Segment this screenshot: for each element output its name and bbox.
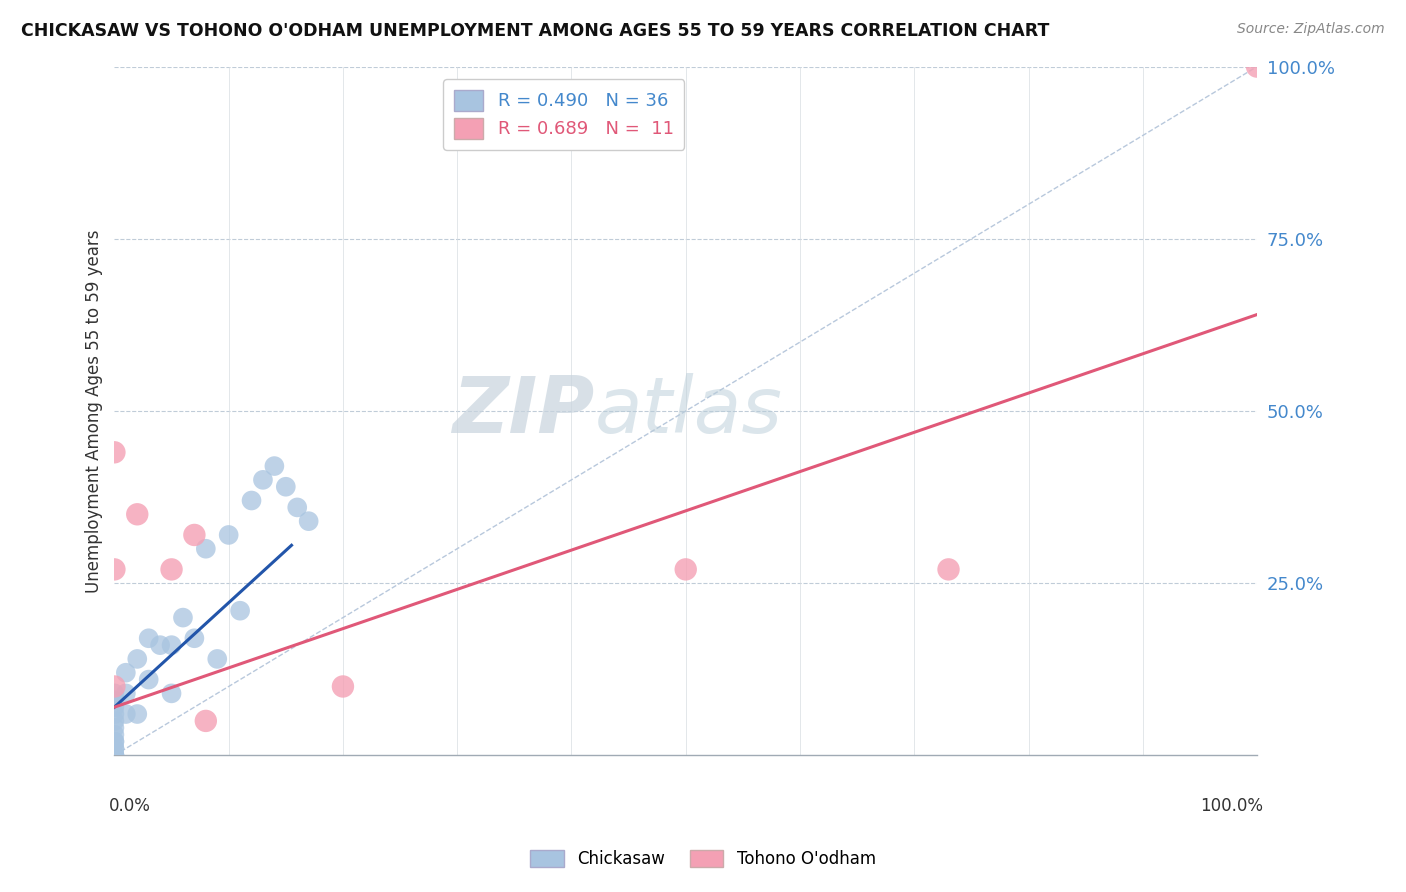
Point xyxy=(218,528,240,542)
Point xyxy=(149,638,172,652)
Point xyxy=(675,562,697,576)
Point xyxy=(332,680,354,694)
Point xyxy=(160,638,183,652)
Point xyxy=(194,541,217,556)
Point xyxy=(172,610,194,624)
Point xyxy=(160,562,183,576)
Legend: R = 0.490   N = 36, R = 0.689   N =  11: R = 0.490 N = 36, R = 0.689 N = 11 xyxy=(443,79,685,150)
Point xyxy=(103,748,125,763)
Point xyxy=(103,748,125,763)
Point xyxy=(115,706,138,721)
Text: 100.0%: 100.0% xyxy=(1199,797,1263,814)
Point xyxy=(127,652,149,666)
Point xyxy=(183,632,205,646)
Point xyxy=(127,706,149,721)
Point xyxy=(115,686,138,700)
Point xyxy=(240,493,263,508)
Point xyxy=(938,562,960,576)
Point xyxy=(207,652,229,666)
Point xyxy=(103,714,125,728)
Point xyxy=(103,734,125,748)
Point xyxy=(103,721,125,735)
Point xyxy=(263,459,285,474)
Point xyxy=(1246,60,1268,74)
Point xyxy=(138,632,160,646)
Point xyxy=(285,500,308,515)
Point xyxy=(103,445,125,459)
Point xyxy=(252,473,274,487)
Point xyxy=(103,562,125,576)
Point xyxy=(274,480,297,494)
Point xyxy=(103,693,125,707)
Text: ZIP: ZIP xyxy=(453,373,595,449)
Point xyxy=(103,741,125,756)
Point xyxy=(127,508,149,522)
Point xyxy=(138,673,160,687)
Point xyxy=(229,604,252,618)
Point xyxy=(183,528,205,542)
Text: 0.0%: 0.0% xyxy=(108,797,150,814)
Legend: Chickasaw, Tohono O'odham: Chickasaw, Tohono O'odham xyxy=(523,843,883,875)
Point xyxy=(160,686,183,700)
Point xyxy=(103,686,125,700)
Point xyxy=(298,514,321,528)
Point xyxy=(103,700,125,714)
Point xyxy=(103,680,125,694)
Y-axis label: Unemployment Among Ages 55 to 59 years: Unemployment Among Ages 55 to 59 years xyxy=(86,229,103,592)
Point xyxy=(103,728,125,742)
Text: Source: ZipAtlas.com: Source: ZipAtlas.com xyxy=(1237,22,1385,37)
Point xyxy=(103,741,125,756)
Point xyxy=(103,734,125,748)
Text: atlas: atlas xyxy=(595,373,782,449)
Point xyxy=(103,706,125,721)
Point xyxy=(103,748,125,763)
Point xyxy=(194,714,217,728)
Point xyxy=(115,665,138,680)
Text: CHICKASAW VS TOHONO O'ODHAM UNEMPLOYMENT AMONG AGES 55 TO 59 YEARS CORRELATION C: CHICKASAW VS TOHONO O'ODHAM UNEMPLOYMENT… xyxy=(21,22,1049,40)
